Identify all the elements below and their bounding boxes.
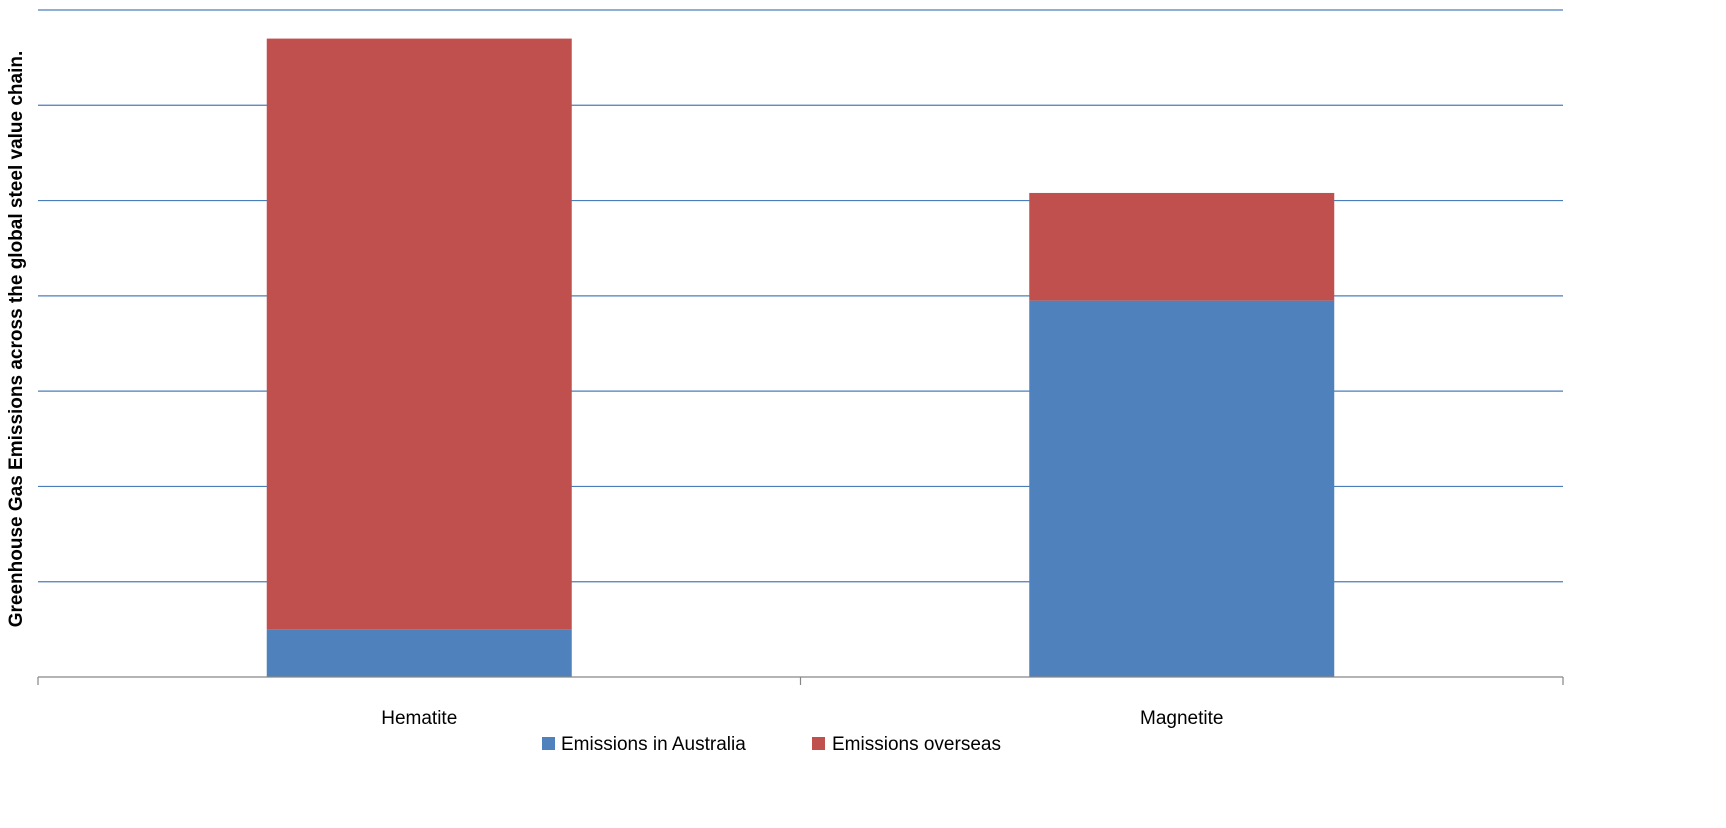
bars xyxy=(266,38,1335,677)
legend-swatch-overseas xyxy=(812,737,825,750)
y-axis-label: Greenhouse Gas Emissions across the glob… xyxy=(6,51,27,628)
legend-label-australia: Emissions in Australia xyxy=(561,734,746,755)
x-tick-label-magnetite: Magnetite xyxy=(1140,708,1223,729)
x-tick-label-hematite: Hematite xyxy=(381,708,457,729)
bar-magnetite-australia xyxy=(1029,300,1335,677)
x-axis: Hematite Magnetite xyxy=(37,676,1564,729)
bar-hematite-overseas xyxy=(266,38,572,630)
legend-swatch-australia xyxy=(542,737,555,750)
bar-hematite-australia xyxy=(266,629,572,677)
legend: Emissions in Australia Emissions overseas xyxy=(542,734,1001,755)
bar-magnetite-overseas xyxy=(1029,192,1335,301)
legend-label-overseas: Emissions overseas xyxy=(832,734,1001,755)
